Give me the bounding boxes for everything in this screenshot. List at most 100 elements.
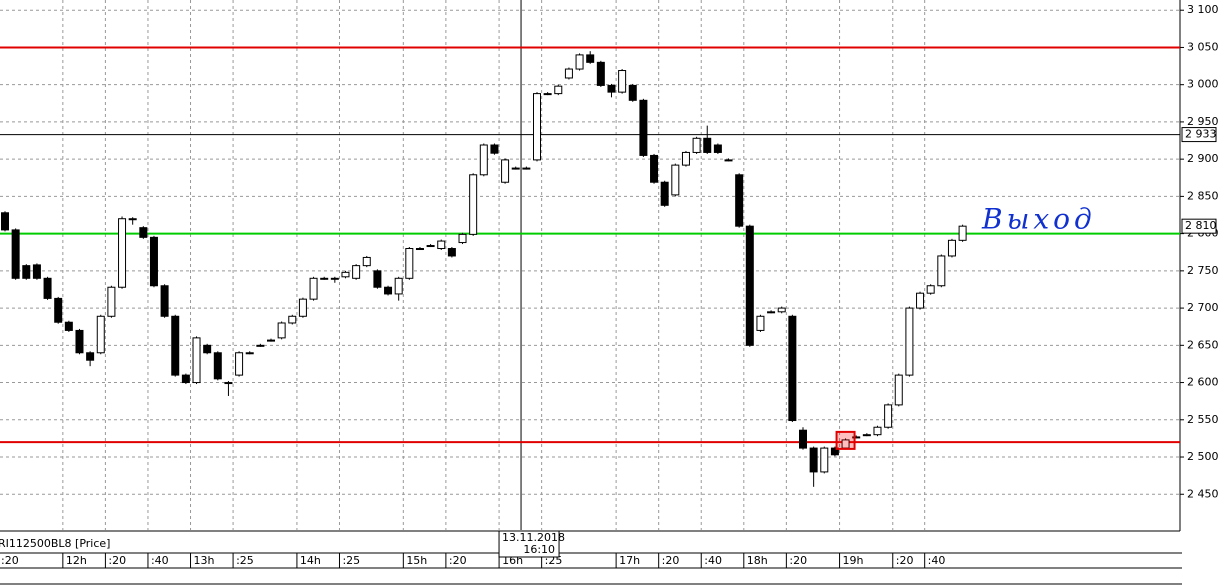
candle-body <box>384 286 393 295</box>
candle-body <box>469 174 478 235</box>
candle-body <box>330 277 339 280</box>
candle-body <box>298 298 307 317</box>
candle-body <box>394 277 403 295</box>
candle-body <box>490 144 499 154</box>
y-tick-label: 2 950 <box>1187 115 1219 128</box>
candle-body <box>543 93 552 96</box>
x-tick-label: :20 <box>662 554 680 567</box>
candle-body <box>149 236 158 287</box>
candle-body <box>341 271 350 278</box>
candle-body <box>809 447 818 473</box>
handwritten-annotation: Выход <box>981 203 1096 236</box>
candle-body <box>905 307 914 376</box>
y-tick-label: 2 450 <box>1187 487 1219 500</box>
candle-body <box>235 352 244 376</box>
candle-body <box>245 352 254 355</box>
candle-body <box>501 159 510 183</box>
candle-body <box>777 307 786 313</box>
candle-body <box>267 339 275 342</box>
x-tick-label: :40 <box>928 554 946 567</box>
candle-body <box>160 285 169 317</box>
candle-body <box>107 286 116 317</box>
candle-body <box>852 436 861 439</box>
candle-body <box>64 321 73 331</box>
y-tick-label: 2 500 <box>1187 450 1219 463</box>
candle-body <box>894 374 903 406</box>
candle-body <box>320 277 329 280</box>
x-tick-label: 18h <box>747 554 768 567</box>
candle-body <box>554 85 563 95</box>
candle-body <box>767 311 776 314</box>
candle-body <box>96 315 105 354</box>
candle-body <box>735 174 744 227</box>
candle-body <box>1 212 9 231</box>
candle-body <box>458 233 467 244</box>
candle-body <box>947 239 956 257</box>
candle-body <box>618 70 627 93</box>
candle-body <box>171 315 180 376</box>
candle-body <box>415 248 424 251</box>
price-label-box <box>1181 127 1217 143</box>
candle-body <box>256 344 265 347</box>
candle-body <box>437 240 446 250</box>
x-tick-label: :20 <box>789 554 807 567</box>
x-tick-label: 14h <box>300 554 321 567</box>
price-label: 2 810 <box>1185 219 1217 232</box>
x-tick-label: :20 <box>108 554 126 567</box>
candle-body <box>352 265 361 279</box>
candle-body <box>628 84 637 101</box>
candle-body <box>788 315 797 422</box>
candle-body <box>681 151 690 166</box>
crosshair-time-box <box>498 530 560 558</box>
x-tick-label: 13h <box>194 554 215 567</box>
candle-body <box>937 255 946 287</box>
y-tick-label: 2 650 <box>1187 338 1219 351</box>
highlight-box <box>835 430 856 450</box>
candle-body <box>564 68 573 79</box>
candle-body <box>373 270 382 288</box>
y-tick-label: 2 600 <box>1187 376 1219 389</box>
candle-body <box>692 137 701 153</box>
candle-body <box>671 164 680 196</box>
candle-body <box>607 84 616 93</box>
candle-body <box>309 277 318 300</box>
candle-body <box>586 54 595 63</box>
y-tick-label: 2 550 <box>1187 413 1219 426</box>
candle-body <box>650 154 659 183</box>
candle-body <box>192 337 201 384</box>
x-tick-label: :25 <box>236 554 254 567</box>
candle-body <box>756 315 765 331</box>
candle-body <box>447 248 456 257</box>
candle-body <box>575 54 584 70</box>
candle-body <box>799 429 807 449</box>
candle-body <box>820 447 829 473</box>
candle-body <box>362 256 371 267</box>
candle-body <box>703 137 712 153</box>
candle-body <box>884 404 893 428</box>
y-tick-label: 2 900 <box>1187 152 1219 165</box>
instrument-label: RI112500BL8 [Price] <box>0 537 110 550</box>
candle-body <box>139 227 148 238</box>
price-label: 2 933 <box>1185 128 1217 141</box>
candle-body <box>479 144 488 176</box>
candle-body <box>426 245 435 248</box>
candle-body <box>213 352 222 380</box>
y-tick-label: 2 850 <box>1187 189 1219 202</box>
candle-body <box>86 352 95 361</box>
candle-body <box>596 61 605 86</box>
y-tick-label: 2 700 <box>1187 301 1219 314</box>
candle-body <box>660 181 669 206</box>
crosshair-time: 16:10 <box>523 543 555 556</box>
candle-body <box>639 99 648 156</box>
candle-body <box>926 285 935 294</box>
candle-body <box>511 167 520 170</box>
x-tick-label: 15h <box>406 554 427 567</box>
candle-body <box>224 382 233 385</box>
candle-body <box>128 218 137 221</box>
x-tick-label: :40 <box>151 554 169 567</box>
candle-body <box>862 434 871 437</box>
candle-body <box>522 167 531 170</box>
candle-body <box>54 297 63 323</box>
